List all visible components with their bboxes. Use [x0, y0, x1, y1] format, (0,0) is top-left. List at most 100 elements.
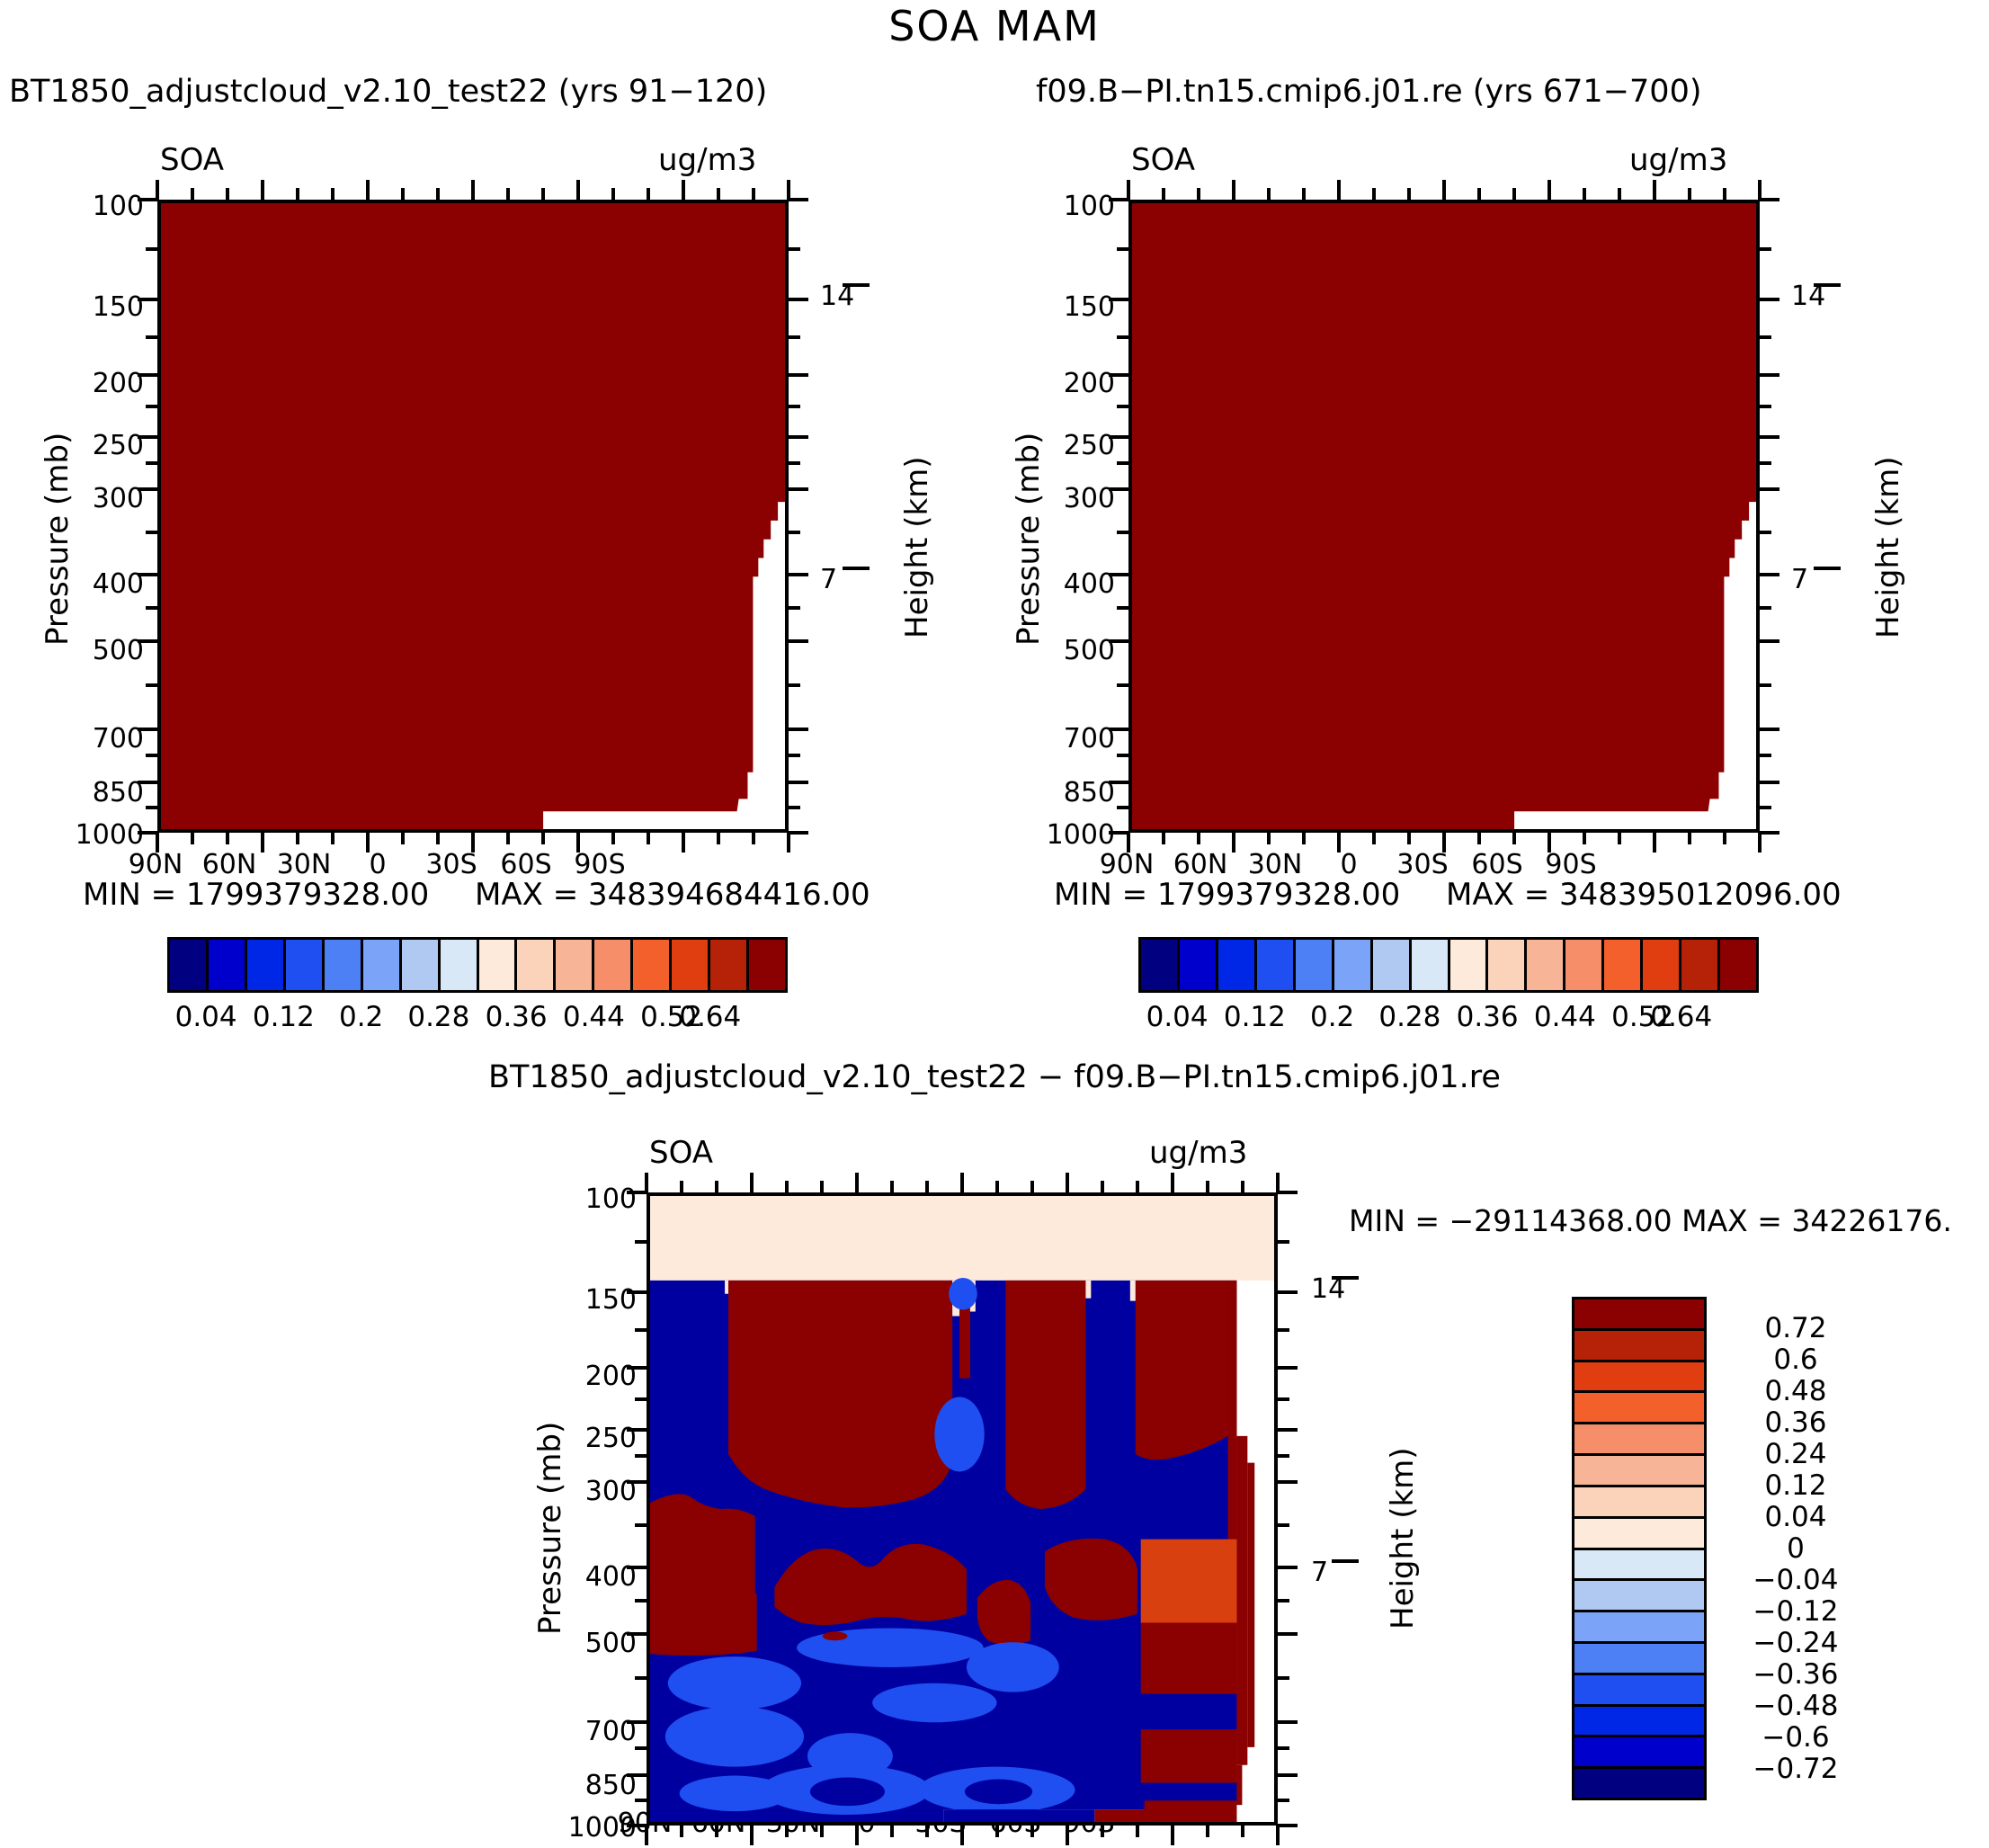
x-axis-tick [576, 833, 580, 853]
x-axis-minor-tick [1267, 833, 1271, 844]
y-axis-minor-tick [789, 247, 800, 252]
left-panel-colorbar[interactable] [167, 937, 788, 993]
colorbar-tick-label: 0.2 [1309, 1001, 1355, 1033]
x-axis-minor-tick [890, 1826, 894, 1837]
colorbar-cell-14 [1681, 940, 1721, 990]
y-axis-tick [789, 781, 808, 785]
right-panel-colorbar-labels: 0.04 0.12 0.2 0.28 0.36 0.44 0.52 0.64 [1138, 1001, 1759, 1037]
diff-colorbar-tick-label: −0.72 [1753, 1753, 1839, 1785]
colorbar-tick-label: 0.28 [1378, 1001, 1441, 1033]
y-axis-minor-tick [1278, 1675, 1289, 1680]
y-axis-minor-tick [1278, 1522, 1289, 1527]
y-axis-tick [1278, 1480, 1298, 1485]
diff-ytick-400: 400 [584, 1561, 637, 1593]
colorbar-cell-15 [749, 940, 785, 990]
y-axis-minor-tick [1278, 1240, 1289, 1245]
x-axis-tick [1232, 180, 1235, 200]
right-panel-y2-axis-title: Height (km) [1870, 456, 1906, 638]
y-axis-tick [1760, 198, 1779, 201]
colorbar-cell-5 [362, 940, 402, 990]
right-panel-colorbar[interactable] [1138, 937, 1759, 993]
diff-ytick-500: 500 [584, 1628, 637, 1659]
x-axis-minor-tick [226, 833, 229, 844]
right-panel-contour-fill [1132, 203, 1756, 829]
y-axis-minor-tick [789, 683, 800, 687]
y-axis-minor-tick [1760, 806, 1771, 810]
left-ytick-100: 100 [92, 191, 144, 222]
left-ytick-1000: 1000 [75, 819, 144, 851]
y-axis-minor-tick [146, 683, 157, 687]
y-axis-tick [1109, 373, 1128, 377]
y-axis-tick [627, 1428, 647, 1432]
diff-ytick-100: 100 [584, 1183, 637, 1215]
x-axis-minor-tick [1030, 1826, 1034, 1837]
right-ytick-200: 200 [1063, 368, 1115, 399]
y-axis-tick [1278, 1773, 1298, 1778]
diff-colorbar-tick-label: −0.6 [1762, 1721, 1830, 1754]
y-axis-minor-tick [1278, 1327, 1289, 1332]
right-xtick-30N: 30N [1247, 849, 1303, 880]
right-xtick-90N: 90N [1099, 849, 1155, 880]
x-axis-minor-tick [401, 833, 405, 844]
x-axis-tick [960, 1173, 964, 1192]
x-axis-minor-tick [1723, 188, 1726, 200]
y-axis-minor-tick [146, 530, 157, 534]
y-axis-tick [1109, 638, 1128, 643]
x-axis-tick [156, 180, 159, 200]
y-axis-minor-tick [1117, 335, 1128, 339]
colorbar-cell-12 [1604, 940, 1644, 990]
x-axis-tick [1066, 1173, 1069, 1192]
y-axis-minor-tick [146, 247, 157, 252]
x-axis-tick [366, 180, 370, 200]
y-axis-tick [789, 435, 808, 439]
x-axis-tick [1758, 833, 1762, 853]
x-axis-tick [576, 180, 580, 200]
x-axis-tick [1232, 833, 1235, 853]
diff-colorbar-tick-label: 0.36 [1764, 1406, 1827, 1439]
colorbar-tick-label: 0.28 [407, 1001, 470, 1033]
colorbar-cell-4 [1295, 940, 1334, 990]
diff-panel-minmax-text: MIN = −29114368.00 MAX = 34226176. [1349, 1203, 1952, 1238]
x-axis-tick [1276, 1173, 1280, 1192]
y-axis-minor-tick [635, 1746, 647, 1751]
y-axis-minor-tick [789, 806, 800, 810]
colorbar-cell-12 [633, 940, 673, 990]
y-axis-minor-tick [146, 754, 157, 758]
colorbar-cell-6 [401, 940, 441, 990]
y-axis-tick [1760, 638, 1779, 643]
x-axis-tick [1442, 833, 1446, 853]
x-axis-minor-tick [1618, 833, 1621, 844]
y-axis-minor-tick [146, 461, 157, 466]
y-axis-minor-tick [789, 335, 800, 339]
y-axis-tick [789, 831, 808, 835]
x-axis-minor-tick [1197, 833, 1200, 844]
y-axis-minor-tick [1117, 247, 1128, 252]
right-ytick-850: 850 [1063, 777, 1115, 808]
x-axis-tick [960, 1826, 964, 1845]
x-axis-minor-tick [1302, 188, 1306, 200]
diff-colorbar-tick-label: 0.24 [1764, 1438, 1827, 1470]
x-axis-minor-tick [506, 188, 510, 200]
y-axis-tick [627, 1290, 647, 1294]
x-axis-minor-tick [1197, 188, 1200, 200]
diff-ytick-700: 700 [584, 1716, 637, 1747]
colorbar-cell-8 [1449, 940, 1489, 990]
diff-ytick-1000: 1000 [567, 1812, 637, 1844]
y-axis-tick [627, 1773, 647, 1778]
x-axis-minor-tick [1030, 1181, 1034, 1192]
diff-colorbar-tick-label: −0.36 [1753, 1658, 1839, 1691]
diff-colorbar-cell-2 [1574, 1361, 1704, 1394]
diff-colorbar-cell-13 [1574, 1706, 1704, 1738]
x-axis-tick [645, 1826, 648, 1845]
x-axis-tick [1171, 1173, 1174, 1192]
x-axis-minor-tick [680, 1181, 683, 1192]
x-axis-minor-tick [647, 188, 650, 200]
x-axis-minor-tick [1583, 188, 1586, 200]
x-axis-tick [855, 1173, 859, 1192]
diff-panel-colorbar[interactable] [1572, 1297, 1707, 1800]
y-axis-tick [1109, 831, 1128, 835]
colorbar-cell-3 [1256, 940, 1296, 990]
diff-colorbar-cell-4 [1574, 1424, 1704, 1457]
colorbar-cell-9 [1488, 940, 1528, 990]
x-axis-minor-tick [1477, 188, 1481, 200]
